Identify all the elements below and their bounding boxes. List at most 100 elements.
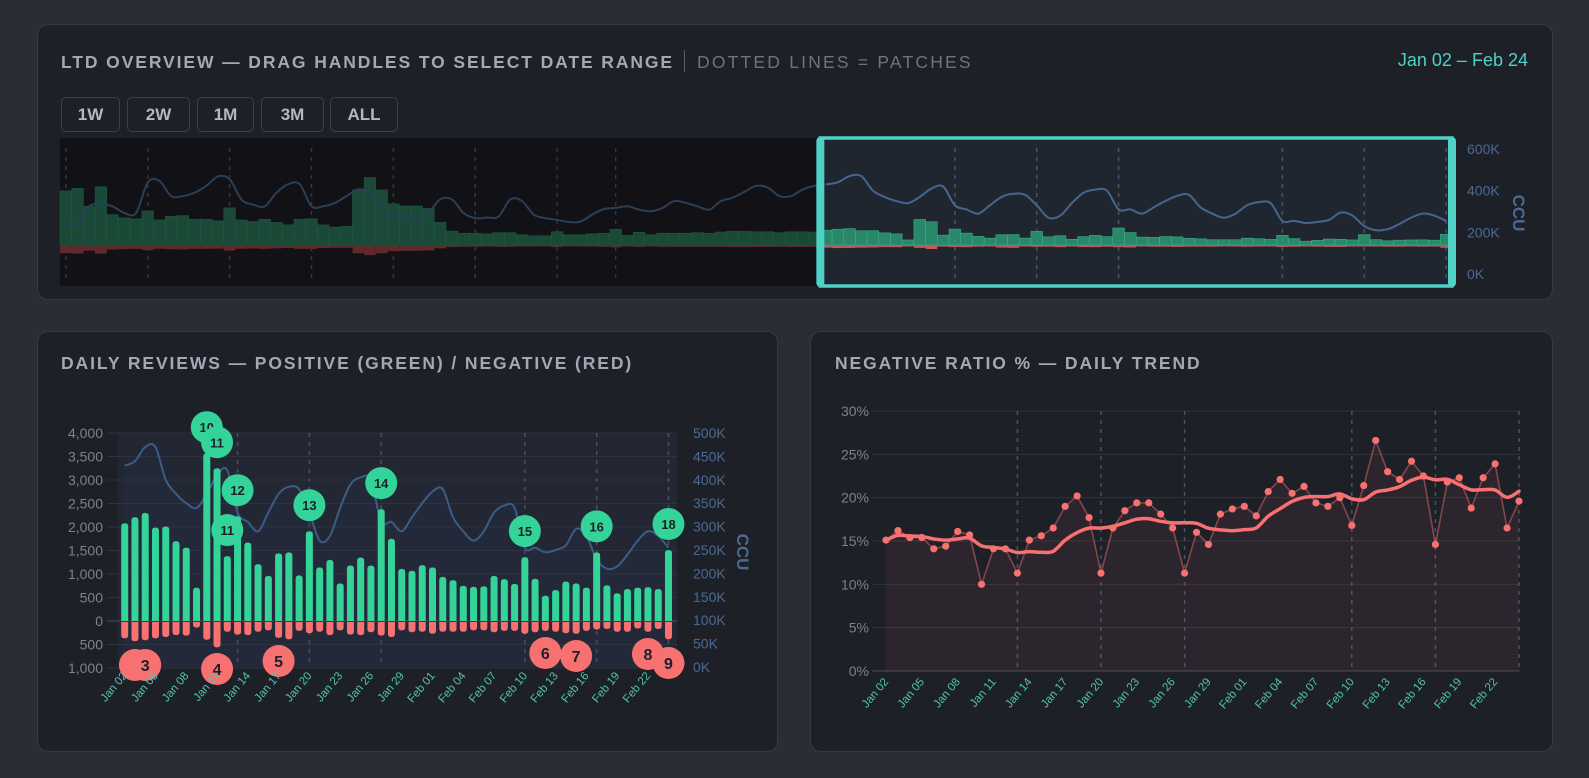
positive-bar — [254, 564, 262, 621]
overview-negative-bar — [1416, 245, 1429, 247]
patch-marker[interactable] — [652, 508, 685, 541]
negative-bar — [305, 622, 313, 634]
negative-event-marker[interactable] — [652, 647, 685, 679]
positive-bar — [121, 523, 129, 621]
patch-marker-label: 12 — [230, 483, 244, 498]
positive-bar — [470, 586, 478, 621]
ratio-point — [1157, 510, 1165, 518]
negative-bar — [223, 622, 231, 632]
overview-negative-bar — [703, 245, 716, 247]
patch-marker[interactable] — [221, 474, 254, 507]
ratio-point — [1133, 499, 1141, 507]
ratio-point — [1037, 532, 1045, 540]
overview-negative-bar — [1253, 245, 1265, 247]
negative-bar — [254, 622, 262, 632]
overview-negative-bar — [1206, 245, 1219, 247]
patch-marker-label: 11 — [210, 435, 224, 450]
ratio-point — [894, 527, 902, 535]
negative-bar — [429, 622, 436, 634]
positive-bar — [644, 587, 652, 621]
x-tick-label: Feb 10 — [1325, 676, 1357, 711]
range-button-2w[interactable]: 2W — [127, 97, 190, 132]
negative-bar — [654, 622, 662, 629]
negative-bar — [141, 622, 149, 641]
negative-event-marker[interactable] — [262, 645, 295, 677]
overview-negative-bar — [1194, 245, 1207, 247]
overview-negative-bar — [773, 245, 786, 247]
negative-event-marker[interactable] — [529, 637, 562, 669]
overview-negative-bar — [247, 245, 259, 249]
patch-marker-label: 16 — [589, 519, 603, 534]
right-tick-label: 400K — [693, 472, 726, 488]
positive-bar — [203, 453, 211, 621]
ratio-point — [1372, 436, 1380, 445]
overview-negative-bar — [679, 245, 692, 247]
negative-bar — [500, 622, 508, 631]
overview-negative-bar — [153, 245, 166, 249]
negative-bar — [121, 622, 129, 639]
overview-negative-bar — [738, 245, 751, 248]
ratio-point — [1025, 536, 1033, 544]
positive-bar — [316, 567, 324, 621]
overview-negative-bar — [282, 245, 294, 248]
overview-negative-bar — [598, 245, 610, 247]
selection-left-handle[interactable] — [816, 137, 825, 287]
positive-bar — [613, 593, 621, 621]
right-tick-label: 250K — [693, 542, 726, 558]
ratio-point — [1419, 472, 1428, 480]
negative-event-marker[interactable] — [560, 640, 593, 672]
overview-negative-bar — [715, 245, 727, 247]
overview-negative-bar — [71, 245, 84, 254]
range-button-1w[interactable]: 1W — [61, 97, 120, 132]
overview-negative-bar — [481, 245, 493, 247]
overview-negative-bar — [1381, 245, 1394, 247]
overview-negative-bar — [141, 245, 154, 251]
right-tick-label: 350K — [693, 495, 726, 511]
overview-negative-bar — [761, 245, 774, 247]
ratio-point — [1288, 489, 1296, 497]
ratio-point — [1169, 524, 1177, 532]
negative-bar — [285, 622, 293, 640]
patch-marker-label: 14 — [374, 476, 389, 491]
overview-chart[interactable]: 0K 200K 400K 600K CCU — [0, 0, 1589, 300]
x-tick-label: Jan 02 — [860, 676, 891, 710]
patch-marker-label: 15 — [518, 524, 532, 539]
daily-reviews-title: DAILY REVIEWS — POSITIVE (GREEN) / NEGAT… — [61, 353, 634, 373]
positive-bar — [326, 559, 334, 621]
overview-negative-bar — [1147, 245, 1160, 247]
negative-bar — [634, 622, 642, 629]
right-tick-label: 450K — [693, 448, 726, 464]
ratio-point — [1097, 569, 1105, 577]
patch-marker[interactable] — [211, 514, 244, 547]
ratio-point — [1216, 510, 1225, 518]
overview-negative-bar — [1311, 245, 1324, 247]
positive-bar — [418, 565, 426, 621]
patch-marker[interactable] — [580, 510, 613, 543]
patch-marker[interactable] — [293, 489, 326, 522]
overview-negative-bar — [586, 245, 599, 247]
overview-negative-bar — [949, 245, 961, 248]
range-button-3m[interactable]: 3M — [261, 97, 324, 132]
positive-bar — [449, 580, 457, 621]
overview-negative-bar — [258, 245, 271, 249]
ratio-point — [1276, 475, 1284, 484]
negative-event-marker[interactable] — [201, 653, 234, 685]
range-button-1m[interactable]: 1M — [197, 97, 254, 132]
x-tick-label: Feb 16 — [1397, 676, 1429, 711]
negative-event-marker[interactable] — [129, 649, 162, 681]
patch-marker[interactable] — [365, 467, 398, 500]
overview-negative-bar — [1030, 245, 1043, 247]
x-tick-label: Jan 14 — [1003, 676, 1035, 711]
negative-bar — [511, 622, 519, 631]
x-tick-label: Jan 23 — [1111, 676, 1142, 710]
y-tick-label: 20% — [841, 490, 869, 506]
overview-negative-bar — [1171, 245, 1183, 247]
range-button-all[interactable]: ALL — [330, 97, 398, 132]
patch-marker[interactable] — [508, 515, 541, 548]
overview-negative-bar — [1089, 245, 1102, 248]
patch-marker[interactable] — [201, 426, 234, 459]
overview-negative-bar — [410, 245, 423, 251]
overview-negative-bar — [984, 245, 996, 247]
right-tick-label: 200K — [693, 565, 726, 581]
selection-right-handle[interactable] — [1448, 137, 1456, 287]
